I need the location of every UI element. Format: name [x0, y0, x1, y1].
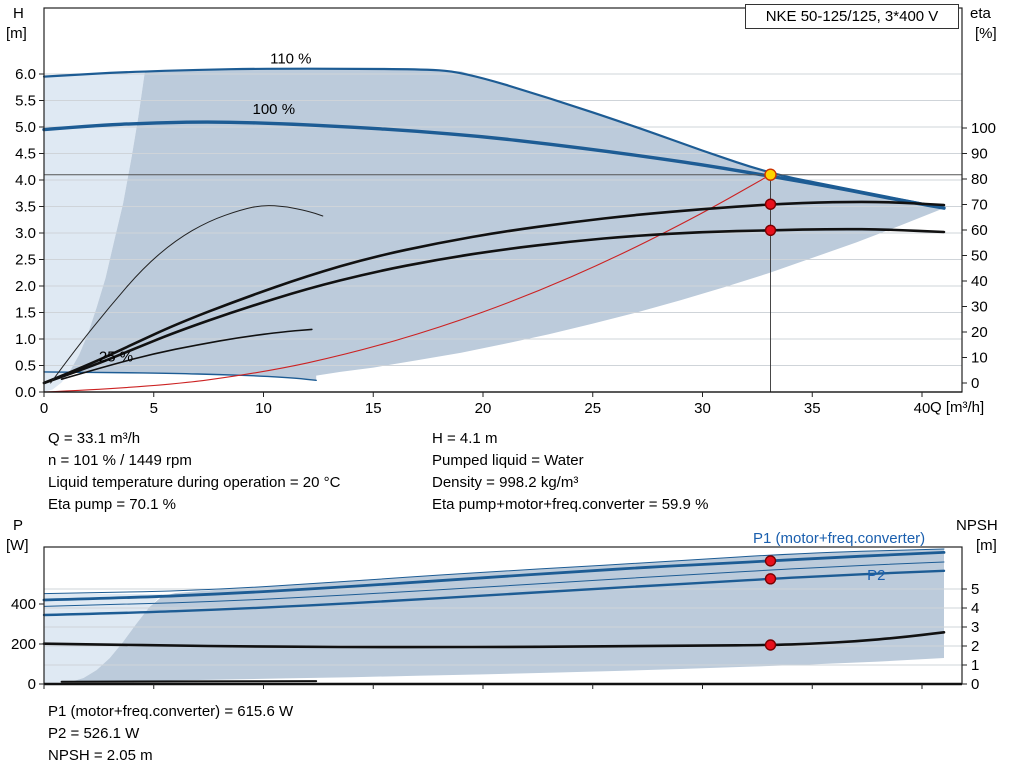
x-tick-label: 20 [475, 400, 492, 417]
y-left-tick-label: 2.5 [15, 252, 36, 269]
p1-point [764, 555, 777, 567]
y-left-tick-label: 3.0 [15, 225, 36, 242]
power-axis-unit: [W] [6, 537, 29, 554]
y-left-tick-label: 5.0 [15, 119, 36, 136]
y-right-tick-label: 0 [971, 375, 979, 392]
eta-reduced-speed-curve [50, 205, 324, 384]
p1-max-curve [43, 548, 945, 595]
info-line: n = 101 % / 1449 rpm [48, 452, 192, 469]
head-axis-unit: [m] [6, 25, 27, 42]
y-right-tick-label: 40 [971, 273, 988, 290]
y-right-tick-label: 1 [971, 657, 979, 674]
y-left-tick-label: 0 [28, 676, 36, 693]
y-right-tick-label: 3 [971, 619, 979, 636]
x-tick-label: 5 [150, 400, 158, 417]
power-envelope [70, 549, 945, 682]
y-right-tick-label: 20 [971, 324, 988, 341]
eta-axis-unit: [%] [975, 25, 997, 42]
power-low-flow-region [44, 593, 163, 684]
y-right-tick-label: 4 [971, 600, 979, 617]
label-p1: P1 (motor+freq.converter) [753, 530, 925, 547]
npsh-curve [42, 631, 946, 649]
info-line: H = 4.1 m [432, 430, 498, 447]
y-right-tick-label: 10 [971, 350, 988, 367]
flow-axis-label: Q [m³/h] [930, 399, 985, 416]
x-tick-label: 10 [255, 400, 272, 417]
eta-pump-point [764, 198, 777, 210]
y-left-tick-label: 4.5 [15, 146, 36, 163]
h-curve-25 [43, 371, 317, 381]
info-line: P2 = 526.1 W [48, 725, 140, 742]
y-left-tick-label: 2.0 [15, 278, 36, 295]
y-left-tick-label: 0.5 [15, 358, 36, 375]
h-curve-110 [42, 67, 946, 210]
info-line: Eta pump = 70.1 % [48, 496, 176, 513]
label-100pct: 100 % [253, 101, 296, 118]
info-line: Eta pump+motor+freq.converter = 59.9 % [432, 496, 709, 513]
duty-info-right: H = 4.1 m Pumped liquid = Water Density = … [432, 428, 708, 516]
y-right-tick-label: 5 [971, 581, 979, 598]
x-tick-label: 15 [365, 400, 382, 417]
hq-plot: 0.0 0.5 1.0 1.5 2.0 2.5 3.0 3.5 4.0 4.5 5.0 5.5 6.0 0… [15, 7, 996, 417]
npsh-point [764, 639, 777, 651]
p2-curve [42, 569, 946, 617]
power-axis-title: P [13, 517, 24, 534]
y-right-tick-label: 80 [971, 171, 988, 188]
y-right-tick-label: 2 [971, 638, 979, 655]
eta-axis-title: eta [970, 5, 991, 22]
x-tick-label: 0 [40, 400, 48, 417]
x-tick-label: 35 [804, 400, 821, 417]
label-110pct: 110 % [270, 50, 311, 67]
info-line: Pumped liquid = Water [432, 452, 584, 469]
info-line: NPSH = 2.05 m [48, 747, 153, 764]
y-left-tick-label: 6.0 [15, 66, 36, 83]
y-right-tick-label: 0 [971, 676, 979, 693]
npsh-axis-title: NPSH [956, 517, 998, 534]
h-curve-100 [42, 120, 946, 210]
npsh-low-speed-curve [60, 680, 318, 683]
y-left-tick-label: 400 [11, 596, 36, 613]
p1-curve [42, 551, 946, 602]
x-tick-label: 30 [694, 400, 711, 417]
y-right-tick-label: 50 [971, 248, 988, 265]
duty-point [764, 168, 777, 181]
eta-total-point [764, 224, 777, 237]
x-tick-label: 25 [584, 400, 601, 417]
eta-pump-curve [42, 200, 946, 385]
y-left-tick-label: 5.5 [15, 93, 36, 110]
y-left-tick-label: 200 [11, 636, 36, 653]
p-mid-curve [43, 561, 945, 607]
p2-point [764, 573, 777, 585]
y-left-tick-label: 3.5 [15, 199, 36, 216]
pq-plot: 0 200 400 0 1 2 3 4 5 P1 (motor+freq.converter) P2 [11, 530, 979, 693]
y-left-tick-label: 4.0 [15, 172, 36, 189]
duty-info-left: Q = 33.1 m³/h n = 101 % / 1449 rpm Liquid … [48, 428, 340, 516]
y-left-tick-label: 0.0 [15, 384, 36, 401]
info-line: P1 (motor+freq.converter) = 615.6 W [48, 703, 294, 720]
y-right-tick-label: 60 [971, 222, 988, 239]
y-left-tick-label: 1.5 [15, 305, 36, 322]
y-left-tick-label: 1.0 [15, 331, 36, 348]
head-axis-title: H [13, 5, 24, 22]
y-right-tick-label: 90 [971, 146, 988, 163]
y-right-tick-label: 100 [971, 120, 996, 137]
affinity-curve [43, 174, 772, 393]
label-p2: P2 [867, 567, 885, 584]
info-line: Liquid temperature during operation = 20… [48, 474, 341, 491]
label-25pct: 25 % [99, 348, 133, 365]
low-flow-region [44, 70, 145, 393]
chart-title-box: NKE 50-125/125, 3*400 V [745, 4, 959, 29]
info-line: Q = 33.1 m³/h [48, 430, 141, 447]
npsh-axis-unit: [m] [976, 537, 997, 554]
reduced-speed-minor-curve [60, 328, 313, 380]
y-right-tick-label: 30 [971, 299, 988, 316]
eta-total-curve [42, 227, 946, 385]
operating-envelope [69, 68, 944, 381]
x-tick-label: 40 [914, 400, 931, 417]
y-right-tick-label: 70 [971, 197, 988, 214]
power-info: P1 (motor+freq.converter) = 615.6 W P2 = … [48, 701, 293, 767]
info-line: Density = 998.2 kg/m³ [432, 474, 579, 491]
